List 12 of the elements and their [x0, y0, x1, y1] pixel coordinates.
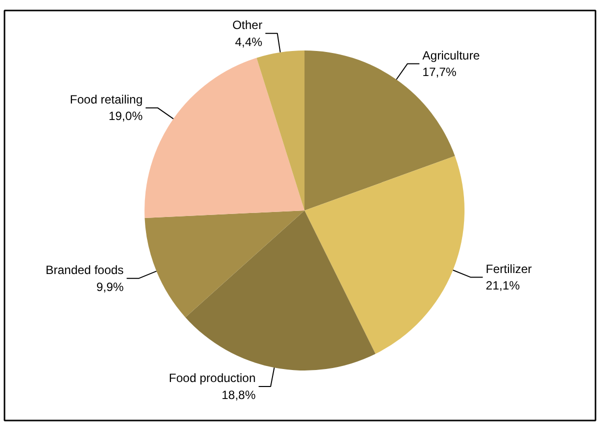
data-label: 19,0%	[108, 109, 143, 124]
data-label: 9,9%	[96, 280, 124, 294]
slice-label: Fertilizer	[486, 262, 532, 276]
data-label: 17,7%	[422, 65, 457, 80]
slice-label: Food production	[168, 371, 256, 386]
slice-label: Agriculture	[422, 48, 480, 62]
slice-label: Other	[232, 18, 262, 32]
data-label: 4,4%	[235, 34, 263, 49]
slice-label: Food retailing	[70, 92, 143, 106]
data-label: 21,1%	[486, 278, 520, 293]
data-label: 18,8%	[222, 388, 256, 402]
slice-label: Branded foods	[46, 263, 124, 278]
